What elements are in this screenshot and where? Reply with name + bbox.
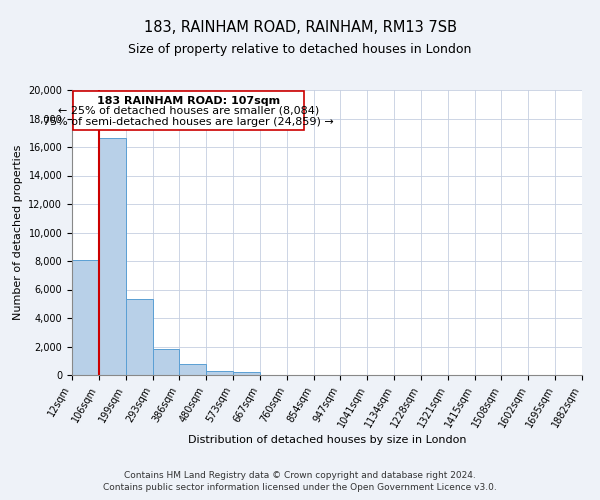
Bar [99,138,125,375]
Bar [179,364,206,375]
Bar [152,348,179,375]
Bar [125,300,152,375]
Text: 75% of semi-detached houses are larger (24,859) →: 75% of semi-detached houses are larger (… [43,117,334,127]
Text: 183 RAINHAM ROAD: 107sqm: 183 RAINHAM ROAD: 107sqm [97,96,280,106]
Y-axis label: Number of detached properties: Number of detached properties [13,145,23,320]
Text: Contains HM Land Registry data © Crown copyright and database right 2024.: Contains HM Land Registry data © Crown c… [124,471,476,480]
Text: ← 25% of detached houses are smaller (8,084): ← 25% of detached houses are smaller (8,… [58,106,319,116]
Text: Contains public sector information licensed under the Open Government Licence v3: Contains public sector information licen… [103,484,497,492]
Text: Size of property relative to detached houses in London: Size of property relative to detached ho… [128,42,472,56]
Text: 183, RAINHAM ROAD, RAINHAM, RM13 7SB: 183, RAINHAM ROAD, RAINHAM, RM13 7SB [143,20,457,35]
Bar [206,370,233,375]
X-axis label: Distribution of detached houses by size in London: Distribution of detached houses by size … [188,434,466,444]
FancyBboxPatch shape [73,92,304,130]
Bar [72,260,99,375]
Bar [233,372,260,375]
